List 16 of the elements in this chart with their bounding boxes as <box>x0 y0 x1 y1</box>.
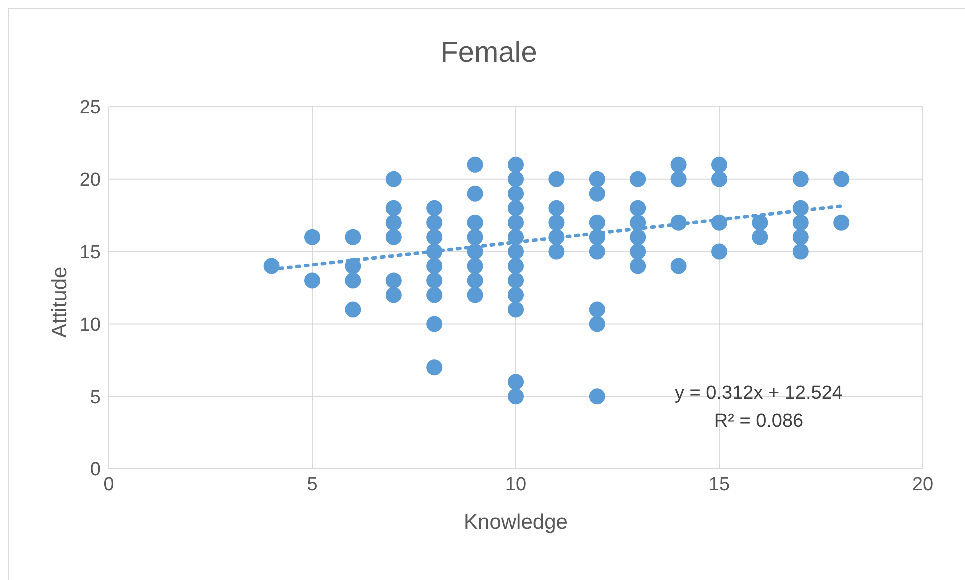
y-tick-label: 20 <box>80 170 101 192</box>
y-tick-label: 5 <box>90 387 101 408</box>
x-tick-label: 15 <box>708 474 730 496</box>
x-tick-label: 5 <box>307 474 318 496</box>
y-tick-label: 0 <box>90 460 101 481</box>
x-tick-label: 10 <box>505 474 527 496</box>
y-axis-title: Attitude <box>48 266 72 338</box>
x-tick-label: 0 <box>104 474 114 496</box>
x-tick-label: 20 <box>912 474 934 496</box>
y-tick-label: 25 <box>80 98 101 119</box>
annotation: R² = 0.086 <box>713 411 805 433</box>
annotation: y = 0.312x + 12.524 <box>674 383 844 405</box>
chart-title: Female <box>440 37 538 70</box>
x-axis-title: Knowledge <box>464 511 568 534</box>
y-tick-label: 15 <box>80 242 101 264</box>
y-tick-label: 10 <box>80 314 101 336</box>
